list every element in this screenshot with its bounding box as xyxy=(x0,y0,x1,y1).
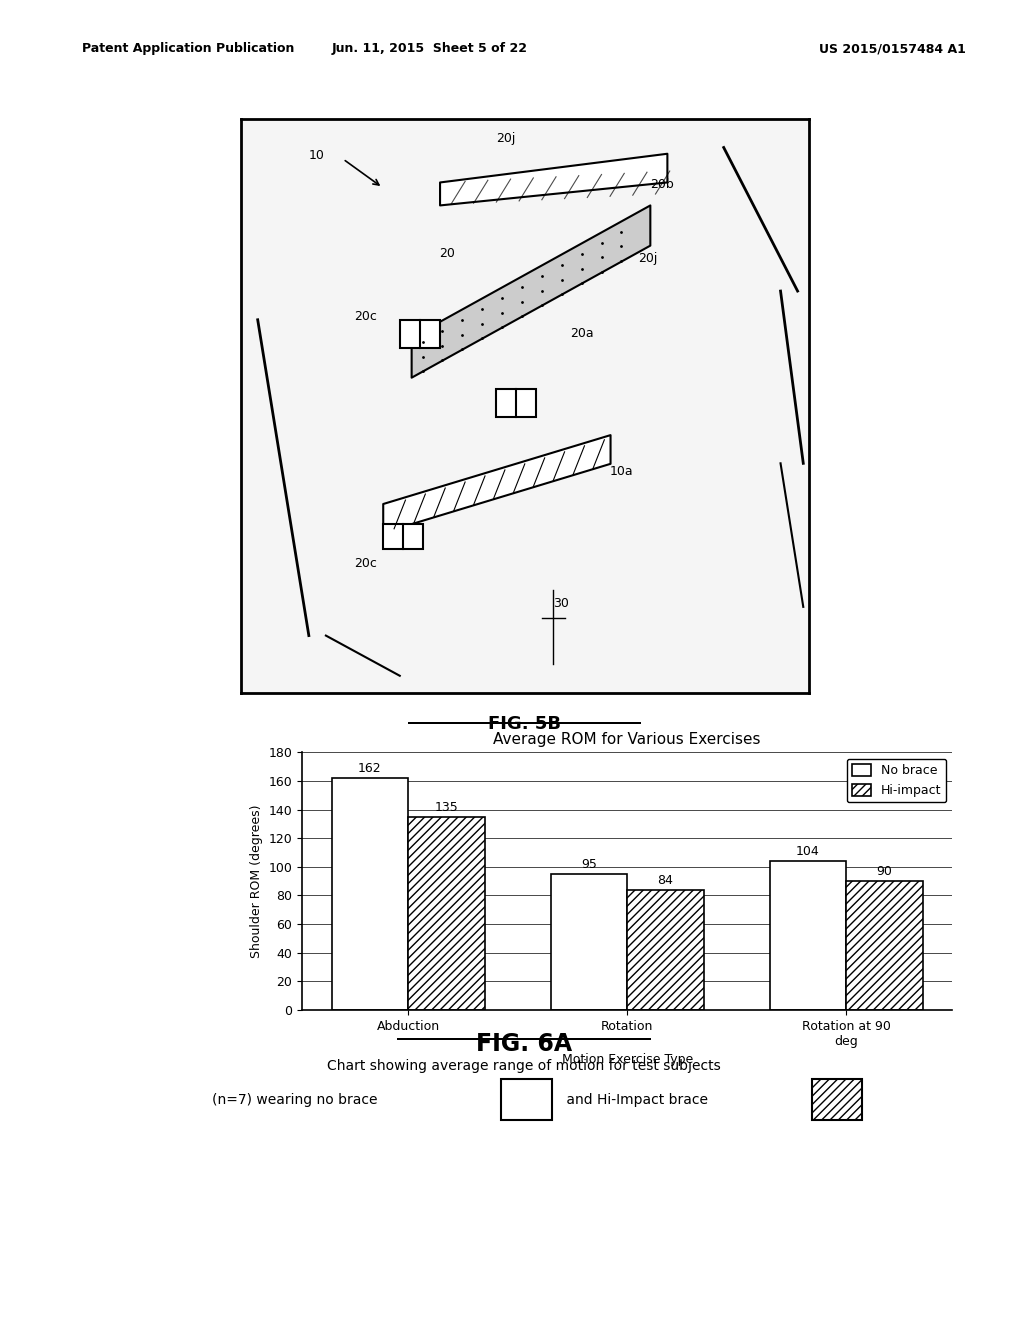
Text: Chart showing average range of motion for test subjects: Chart showing average range of motion fo… xyxy=(328,1059,721,1073)
Text: 104: 104 xyxy=(796,845,819,858)
Text: 84: 84 xyxy=(657,874,674,887)
Text: 10: 10 xyxy=(309,149,325,162)
Legend: No brace, Hi-impact: No brace, Hi-impact xyxy=(847,759,946,803)
Text: and Hi-Impact brace: and Hi-Impact brace xyxy=(562,1093,708,1106)
Bar xyxy=(627,890,703,1010)
Text: FIG. 5B: FIG. 5B xyxy=(487,715,561,734)
Text: 20j: 20j xyxy=(639,252,657,265)
Bar xyxy=(846,882,923,1010)
Title: Average ROM for Various Exercises: Average ROM for Various Exercises xyxy=(494,733,761,747)
Bar xyxy=(409,817,485,1010)
Text: US 2015/0157484 A1: US 2015/0157484 A1 xyxy=(819,42,966,55)
Bar xyxy=(501,1080,552,1119)
Text: 20c: 20c xyxy=(354,557,377,570)
Text: Patent Application Publication: Patent Application Publication xyxy=(82,42,294,55)
Text: 30: 30 xyxy=(553,597,569,610)
Text: (n=7) wearing no brace: (n=7) wearing no brace xyxy=(212,1093,377,1106)
Text: 20j: 20j xyxy=(497,132,516,145)
Text: 20a: 20a xyxy=(570,327,594,341)
Text: Jun. 11, 2015  Sheet 5 of 22: Jun. 11, 2015 Sheet 5 of 22 xyxy=(332,42,528,55)
Text: 10a: 10a xyxy=(610,465,634,478)
Text: FIG. 6A: FIG. 6A xyxy=(476,1032,572,1056)
Bar xyxy=(399,319,439,348)
Bar xyxy=(383,524,423,549)
Y-axis label: Shoulder ROM (degrees): Shoulder ROM (degrees) xyxy=(250,804,263,958)
Text: 20b: 20b xyxy=(650,178,674,190)
Text: 20: 20 xyxy=(439,247,456,260)
Text: 20c: 20c xyxy=(354,310,377,323)
Text: 135: 135 xyxy=(435,801,459,814)
Text: 90: 90 xyxy=(877,865,892,878)
Text: 162: 162 xyxy=(358,762,382,775)
Text: 95: 95 xyxy=(581,858,597,871)
Bar xyxy=(497,388,537,417)
Bar xyxy=(769,861,846,1010)
X-axis label: Motion Exercise Type: Motion Exercise Type xyxy=(561,1053,693,1067)
Bar xyxy=(812,1080,862,1119)
Bar xyxy=(332,777,409,1010)
Bar xyxy=(551,874,627,1010)
